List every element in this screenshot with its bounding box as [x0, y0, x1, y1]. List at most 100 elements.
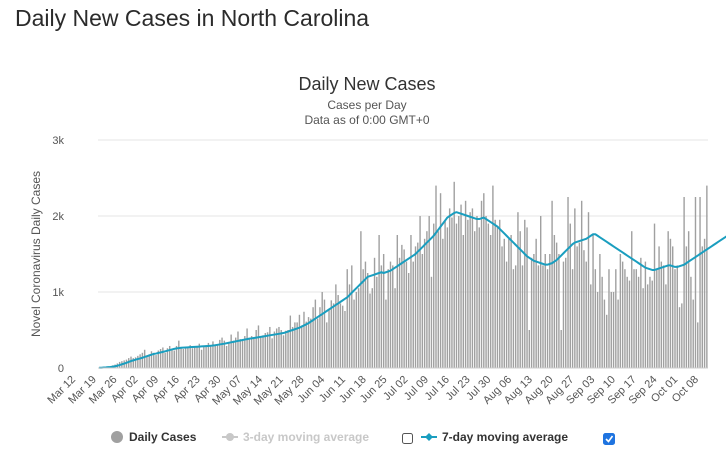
checkmark-icon	[605, 435, 614, 443]
daily-cases-bar	[216, 345, 219, 368]
daily-cases-bar	[328, 308, 330, 368]
daily-cases-bars	[98, 181, 708, 368]
daily-cases-bar	[253, 337, 255, 368]
daily-cases-bar	[549, 254, 551, 368]
daily-cases-bar	[346, 269, 348, 368]
daily-cases-bar	[544, 254, 546, 368]
legend-three-day-marker[interactable]	[226, 433, 234, 441]
daily-cases-bar	[312, 307, 314, 368]
legend-three-day-label[interactable]: 3-day moving average	[243, 430, 369, 444]
daily-cases-bar	[407, 273, 410, 368]
daily-cases-bar	[685, 246, 688, 368]
daily-cases-bar	[608, 269, 610, 368]
daily-cases-bar	[649, 276, 651, 368]
daily-cases-bar	[141, 352, 144, 368]
daily-cases-bar	[599, 254, 601, 368]
daily-cases-bar	[332, 303, 335, 368]
daily-cases-bar	[278, 326, 280, 368]
daily-cases-bar	[280, 330, 282, 368]
daily-cases-bar	[326, 322, 328, 368]
daily-cases-bar	[565, 257, 567, 368]
daily-cases-bar	[321, 292, 323, 368]
daily-cases-bar	[621, 261, 624, 368]
daily-cases-bar	[624, 269, 626, 368]
daily-cases-bar	[421, 254, 424, 368]
daily-cases-bar	[239, 339, 241, 368]
daily-cases-bar	[567, 197, 569, 368]
daily-cases-bar	[494, 219, 496, 368]
y-tick-label: 1k	[52, 287, 64, 299]
daily-cases-bar	[660, 261, 663, 368]
daily-cases-bar	[492, 185, 494, 368]
legend-daily-cases-label[interactable]: Daily Cases	[129, 430, 197, 444]
daily-cases-bar	[471, 208, 474, 368]
daily-cases-bar	[196, 345, 198, 368]
daily-cases-bar	[264, 333, 266, 368]
daily-cases-bar	[319, 307, 321, 368]
daily-cases-bar	[555, 242, 558, 368]
daily-cases-bar	[212, 341, 214, 368]
daily-cases-bar	[676, 265, 678, 368]
daily-cases-bar	[499, 219, 501, 368]
daily-cases-bar	[590, 284, 592, 368]
daily-cases-bar	[662, 265, 665, 368]
three-day-checkbox[interactable]	[402, 433, 413, 444]
daily-cases-bar	[255, 330, 257, 368]
daily-cases-bar	[314, 299, 317, 368]
daily-cases-bar	[703, 238, 706, 368]
legend-daily-cases-marker[interactable]	[111, 431, 123, 443]
daily-cases-bar	[510, 235, 512, 368]
daily-cases-bar	[225, 345, 228, 368]
y-axis-title: Novel Coronavirus Daily Cases	[29, 171, 43, 337]
daily-cases-bar	[437, 231, 439, 368]
daily-cases-bar	[348, 284, 351, 368]
daily-cases-bar	[191, 348, 194, 368]
daily-cases-bar	[316, 318, 319, 368]
daily-cases-bar	[505, 261, 508, 368]
daily-cases-bar	[289, 315, 292, 368]
daily-cases-bar	[143, 349, 146, 368]
daily-cases-bar	[674, 269, 676, 368]
seven-day-checkbox[interactable]	[603, 433, 615, 445]
daily-cases-bar	[148, 354, 150, 368]
daily-cases-bar	[601, 276, 603, 368]
daily-cases-bar	[528, 330, 531, 368]
daily-cases-bar	[244, 336, 246, 368]
daily-cases-bar	[310, 318, 312, 368]
daily-cases-bar	[640, 257, 642, 368]
daily-cases-bar	[633, 269, 635, 368]
daily-cases-bar	[439, 193, 442, 368]
daily-cases-bar	[690, 276, 692, 368]
daily-cases-bar	[419, 216, 421, 368]
daily-cases-bar	[403, 249, 405, 368]
daily-cases-bar	[389, 261, 392, 368]
daily-cases-bar	[626, 276, 628, 368]
daily-cases-bar	[646, 284, 649, 368]
daily-cases-bar	[287, 330, 289, 368]
daily-cases-bar	[269, 326, 271, 368]
y-tick-label: 3k	[52, 135, 64, 147]
legend-seven-day-label[interactable]: 7-day moving average	[442, 430, 568, 444]
daily-cases-bar	[305, 321, 307, 368]
daily-cases-bar	[560, 330, 562, 368]
daily-cases-bar	[367, 273, 369, 368]
daily-cases-bar	[508, 238, 510, 368]
daily-cases-bar	[364, 261, 367, 368]
daily-cases-bar	[530, 257, 533, 368]
daily-cases-bar	[360, 231, 362, 368]
daily-cases-bar	[651, 280, 653, 368]
daily-cases-bar	[223, 340, 226, 368]
daily-cases-bar	[337, 295, 339, 368]
daily-cases-bar	[171, 349, 173, 368]
daily-cases-bar	[159, 349, 162, 368]
daily-cases-bar	[285, 330, 287, 368]
daily-cases-bar	[489, 235, 492, 368]
daily-cases-bar	[512, 269, 515, 368]
daily-cases-bar	[207, 342, 210, 368]
daily-cases-bar	[355, 292, 358, 368]
chart-subtitle-line-1: Cases per Day	[327, 98, 406, 112]
seven-day-average-line	[99, 211, 726, 369]
daily-cases-bar	[294, 322, 296, 368]
legend-seven-day-marker[interactable]	[425, 433, 433, 441]
